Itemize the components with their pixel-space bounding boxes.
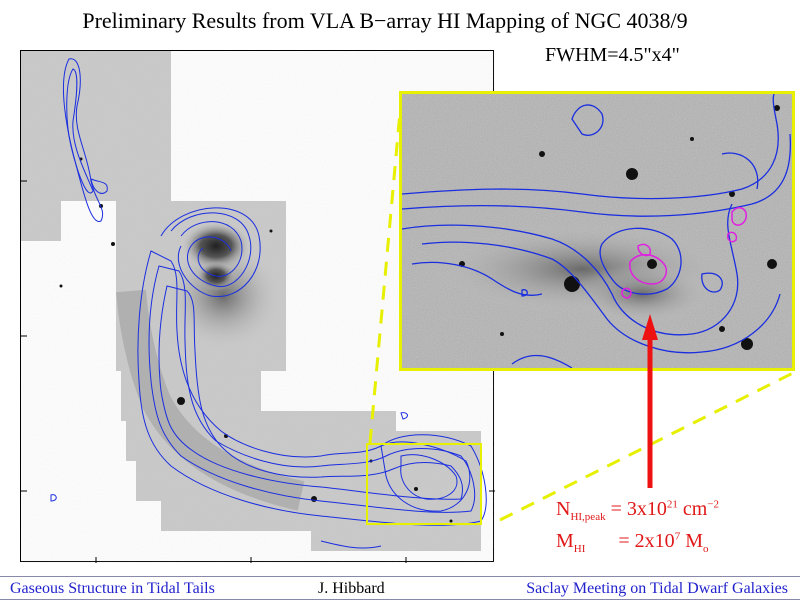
inset-image: [402, 94, 792, 368]
inset-zoom-panel: [399, 91, 795, 371]
footer-meeting: Saclay Meeting on Tidal Dwarf Galaxies: [526, 580, 788, 597]
mhi-label: MHI = 2x107 Mo: [556, 530, 709, 555]
footer-bar: Gaseous Structure in Tidal Tails J. Hibb…: [0, 576, 800, 600]
footer-topic: Gaseous Structure in Tidal Tails: [10, 580, 215, 597]
hi-contours-peak: [621, 207, 747, 299]
footer-author: J. Hibbard: [318, 580, 385, 597]
zoom-region-box: [366, 443, 482, 525]
slide-title: Preliminary Results from VLA B−array HI …: [82, 8, 688, 33]
nhi-peak-label: NHI,peak = 3x1021 cm−2: [556, 498, 720, 523]
resolution-label: FWHM=4.5"x4": [545, 44, 680, 66]
hi-contours-inset: [402, 94, 792, 368]
